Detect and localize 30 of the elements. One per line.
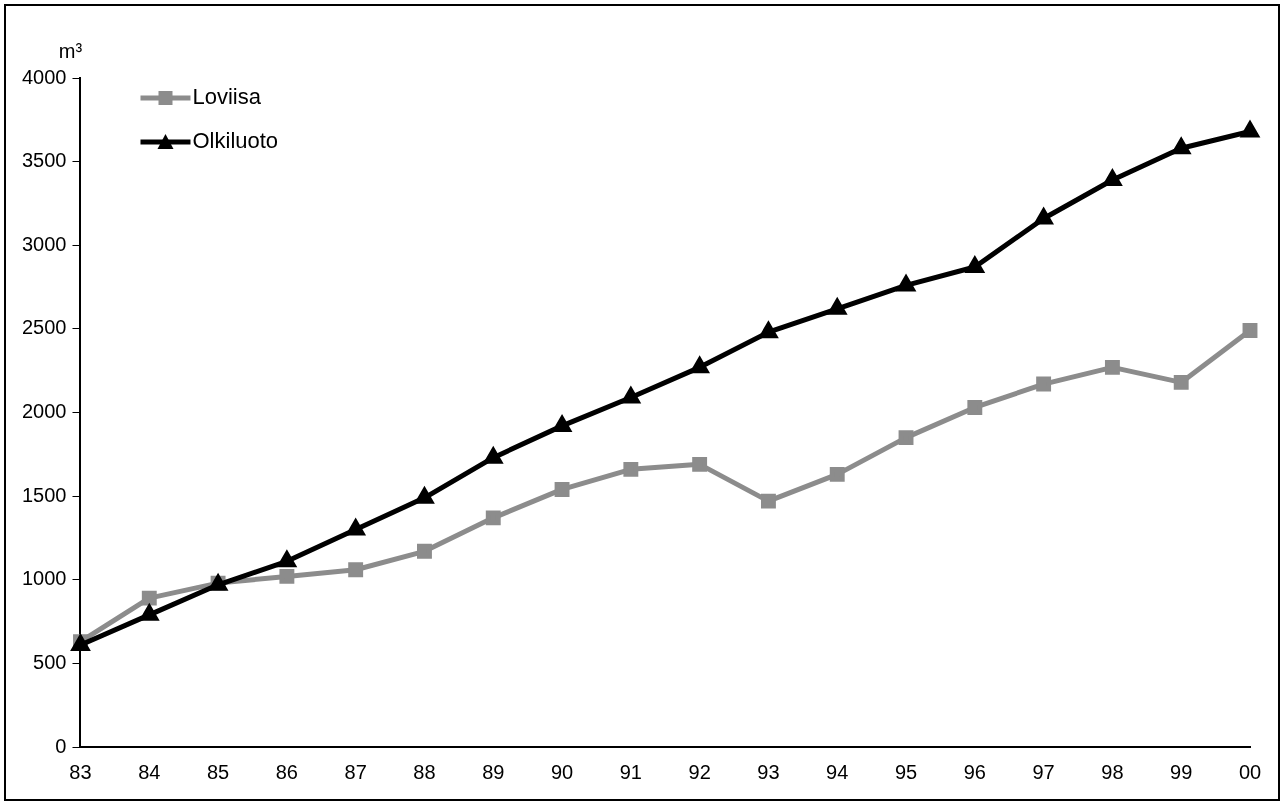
y-tick-label: 1500 (21, 483, 67, 506)
x-tick-label: 96 (963, 760, 986, 783)
x-tick-label: 97 (1032, 760, 1055, 783)
x-tick-label: 91 (619, 760, 642, 783)
x-tick-label: 83 (69, 760, 92, 783)
y-tick-label: 500 (33, 650, 67, 673)
legend-label: Olkiluoto (192, 128, 279, 154)
y-axis-title: m³ (58, 39, 83, 62)
y-tick-label: 2000 (21, 400, 67, 423)
y-tick-label: 0 (55, 734, 67, 757)
x-tick-label: 87 (344, 760, 367, 783)
y-tick-label: 4000 (21, 65, 67, 88)
x-tick-label: 98 (1101, 760, 1124, 783)
y-tick-label: 2500 (21, 316, 67, 339)
x-tick-label: 95 (894, 760, 918, 783)
y-tick-label: 3000 (21, 232, 67, 255)
x-tick-label: 88 (413, 760, 436, 783)
x-tick-label: 00 (1238, 760, 1262, 783)
x-tick-label: 84 (138, 760, 161, 783)
x-tick-label: 92 (688, 760, 711, 783)
x-tick-label: 94 (826, 760, 849, 783)
x-tick-label: 86 (275, 760, 298, 783)
x-tick-label: 85 (206, 760, 230, 783)
y-tick-label: 1000 (21, 567, 67, 590)
x-tick-label: 90 (550, 760, 574, 783)
legend-label: Loviisa (192, 84, 262, 110)
y-tick-label: 3500 (21, 149, 67, 172)
x-tick-label: 99 (1170, 760, 1193, 783)
x-tick-label: 89 (482, 760, 505, 783)
x-tick-label: 93 (757, 760, 780, 783)
